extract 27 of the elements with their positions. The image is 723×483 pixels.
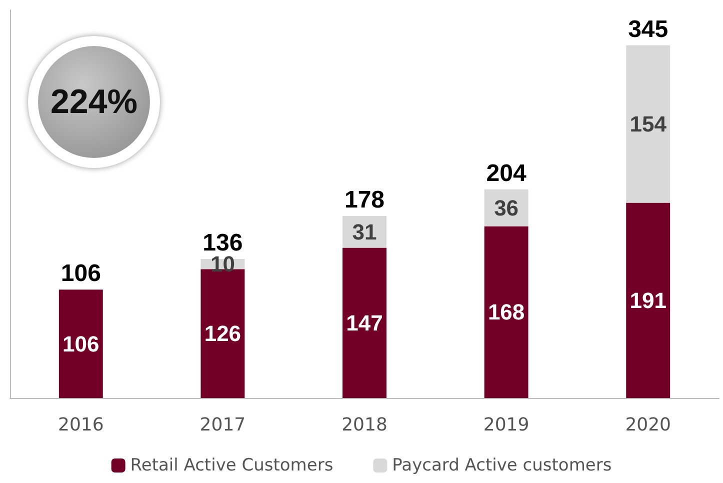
data-label: 168 [488,300,525,325]
x-tick-label: 2016 [58,414,104,436]
x-tick-label: 2017 [200,414,246,436]
bar [58,290,103,398]
bar [626,202,670,398]
total-label: 106 [60,260,101,288]
data-label: 154 [630,111,668,136]
x-tick-label: 2020 [625,414,672,436]
annotation: 224% [38,46,150,158]
x-tick-label: 2018 [342,414,388,436]
bar [342,248,386,398]
legend-label: Retail Active Customers [130,456,334,476]
circle-badge: 224% [28,36,160,168]
data-label: 106 [62,331,100,356]
total-label: 345 [628,16,668,43]
bar [484,226,528,398]
total-label: 204 [486,160,527,187]
legend-label: Paycard Active customers [392,456,612,476]
data-label: 31 [352,219,377,244]
total-label: 178 [344,186,385,214]
data-label: 147 [346,310,383,336]
data-label: 126 [204,321,242,346]
bar [626,45,670,203]
total-label: 136 [202,229,243,256]
x-tick-label: 2019 [483,414,530,436]
data-label: 36 [494,195,519,220]
data-label: 191 [630,288,666,313]
